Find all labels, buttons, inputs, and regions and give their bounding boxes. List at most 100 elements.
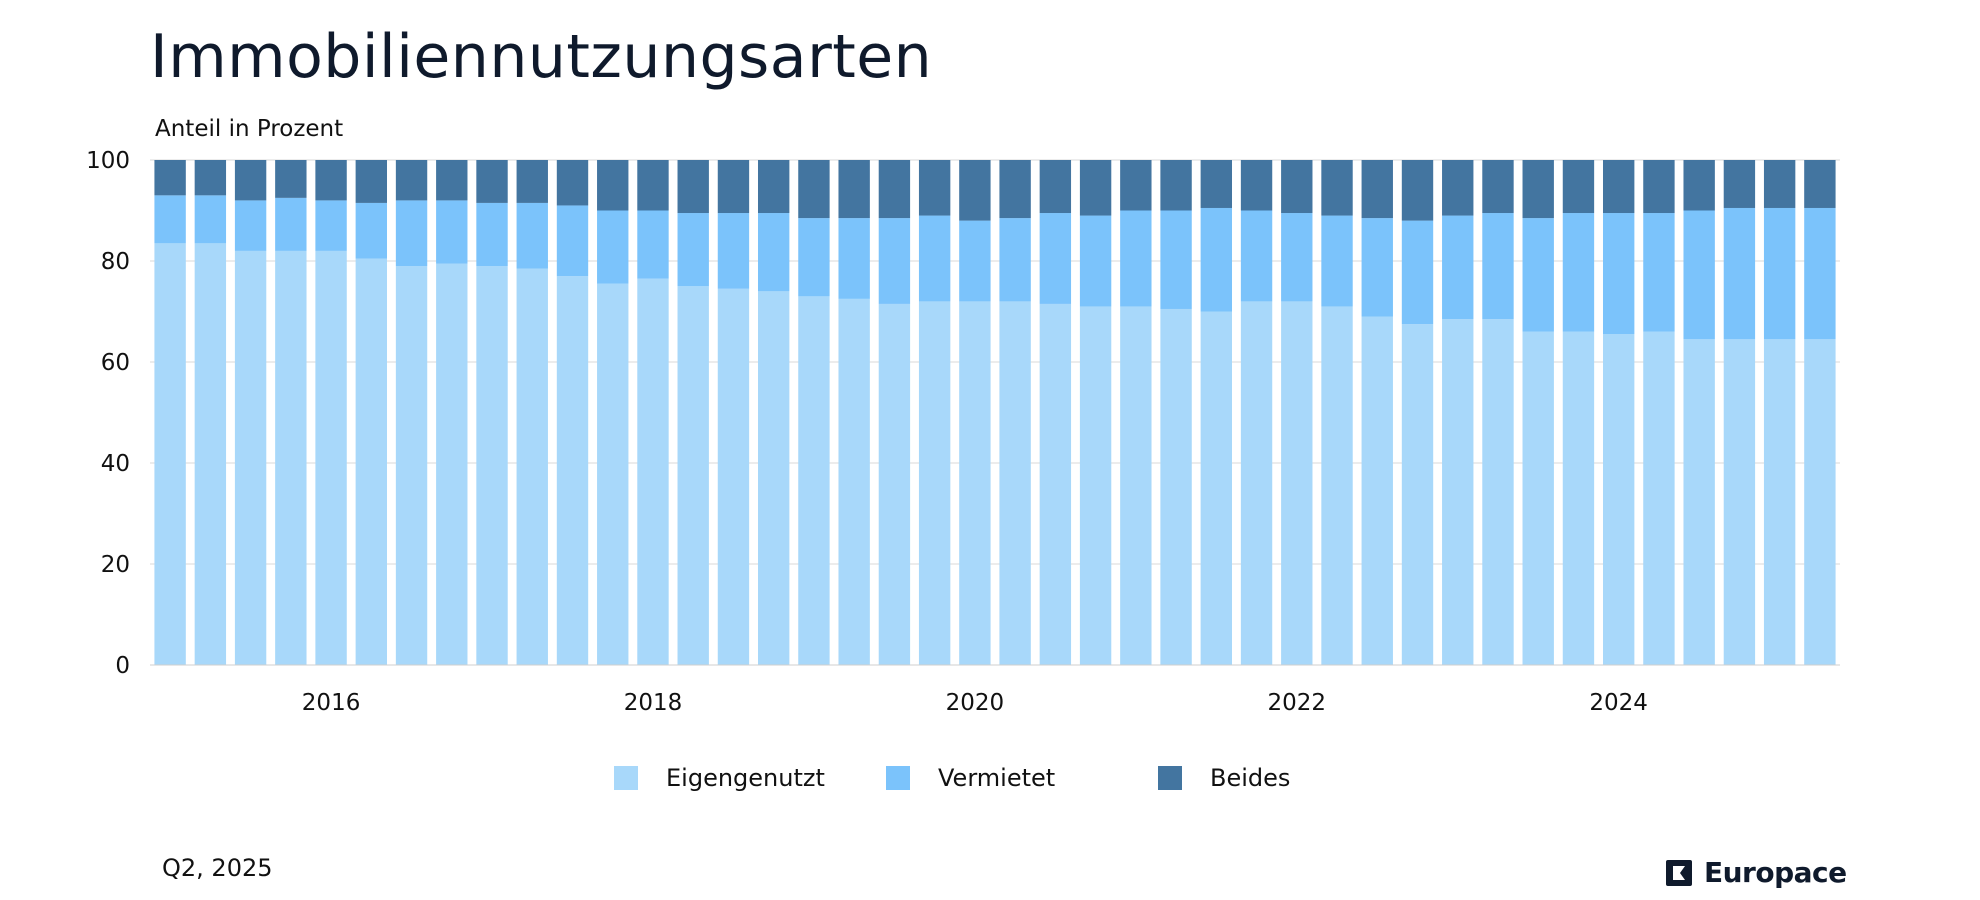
bar-vermietet (757, 213, 790, 292)
bar-vermietet (959, 220, 991, 302)
bar-eigengenutzt (597, 283, 629, 665)
bar-eigengenutzt (1321, 306, 1353, 665)
x-tick-label: 2018 (624, 690, 683, 716)
bar-eigengenutzt (959, 301, 991, 665)
europace-logo-icon (1666, 859, 1692, 886)
bar-vermietet (1522, 218, 1554, 332)
y-tick-label: 40 (101, 451, 130, 477)
bar-eigengenutzt (556, 276, 589, 665)
y-axis: 0 20 40 60 80 100 (86, 148, 130, 679)
legend: Eigengenutzt Vermietet Beides (0, 764, 1980, 794)
bar-beides (1401, 160, 1434, 221)
bar-vermietet (315, 200, 347, 251)
bar-vermietet (637, 210, 669, 279)
bar-vermietet (1321, 215, 1353, 307)
bar-beides (275, 160, 307, 198)
bar-beides (436, 160, 468, 201)
bar-vermietet (234, 200, 267, 251)
bar-vermietet (395, 200, 428, 267)
bar-beides (1039, 160, 1072, 214)
bar-eigengenutzt (1804, 339, 1836, 665)
bar-eigengenutzt (878, 303, 911, 665)
chart-title: Immobiliennutzungsarten (150, 22, 933, 92)
legend-item-eigengenutzt: Eigengenutzt (614, 764, 825, 792)
y-tick-label: 60 (101, 350, 130, 376)
bar-vermietet (1562, 213, 1595, 332)
bar-vermietet (1361, 218, 1393, 317)
y-tick-label: 0 (115, 653, 130, 679)
period-note: Q2, 2025 (162, 854, 273, 882)
bar-eigengenutzt (1079, 306, 1112, 665)
bar-beides (878, 160, 911, 219)
bar-vermietet (1240, 210, 1273, 302)
bar-vermietet (798, 218, 830, 297)
bar-beides (1361, 160, 1393, 219)
bar-eigengenutzt (476, 266, 508, 665)
bar-vermietet (355, 202, 388, 259)
bar-vermietet (436, 200, 468, 264)
bar-beides (637, 160, 669, 211)
bar-vermietet (1160, 210, 1192, 309)
x-tick-label: 2016 (302, 690, 361, 716)
bar-beides (1240, 160, 1273, 211)
bar-eigengenutzt (1401, 324, 1434, 665)
bar-beides (234, 160, 267, 201)
bar-eigengenutzt (1602, 334, 1635, 665)
bar-eigengenutzt (315, 250, 347, 665)
bar-vermietet (1602, 213, 1635, 335)
bar-beides (959, 160, 991, 221)
bar-beides (516, 160, 548, 203)
bar-vermietet (717, 213, 750, 289)
bars (154, 160, 1836, 665)
bar-eigengenutzt (436, 263, 468, 665)
bar-vermietet (1200, 207, 1233, 312)
bar-eigengenutzt (677, 286, 709, 665)
bar-vermietet (1039, 213, 1072, 304)
bar-beides (1120, 160, 1152, 211)
bar-eigengenutzt (838, 298, 870, 665)
bar-beides (1763, 160, 1796, 208)
bar-eigengenutzt (717, 288, 750, 665)
x-tick-label: 2020 (946, 690, 1005, 716)
bar-beides (1723, 160, 1756, 208)
bar-vermietet (1804, 207, 1836, 340)
bar-beides (677, 160, 709, 214)
bar-beides (476, 160, 508, 203)
bar-vermietet (1683, 210, 1715, 340)
bar-vermietet (476, 202, 508, 267)
bar-beides (395, 160, 428, 201)
bar-beides (1562, 160, 1595, 214)
bar-vermietet (1442, 215, 1474, 320)
chart-subtitle: Anteil in Prozent (155, 116, 344, 142)
bar-vermietet (1079, 215, 1112, 307)
bar-eigengenutzt (757, 291, 790, 665)
bar-beides (154, 160, 186, 196)
legend-swatch-eigengenutzt (614, 766, 638, 790)
bar-eigengenutzt (1240, 301, 1273, 665)
bar-vermietet (556, 205, 589, 277)
bar-beides (1482, 160, 1514, 214)
bar-eigengenutzt (355, 258, 388, 665)
x-axis: 2016 2018 2020 2022 2024 (150, 664, 1840, 716)
bar-beides (315, 160, 347, 201)
bar-eigengenutzt (637, 278, 669, 665)
bar-eigengenutzt (1200, 311, 1233, 665)
bar-vermietet (677, 213, 709, 287)
bar-beides (798, 160, 830, 219)
bar-eigengenutzt (194, 243, 227, 665)
stacked-bar-chart: 0 20 40 60 80 100 2016 2018 2020 2022 2024 (86, 148, 1840, 716)
bar-beides (1522, 160, 1554, 219)
bar-eigengenutzt (234, 250, 267, 665)
bar-eigengenutzt (1683, 339, 1715, 665)
bar-beides (597, 160, 629, 211)
bar-beides (1804, 160, 1836, 208)
bar-beides (556, 160, 589, 206)
bar-vermietet (194, 195, 227, 244)
bar-beides (999, 160, 1031, 219)
bar-beides (1200, 160, 1233, 208)
bar-beides (1160, 160, 1192, 211)
bar-eigengenutzt (1522, 331, 1554, 665)
bar-eigengenutzt (395, 266, 428, 665)
bar-vermietet (918, 215, 951, 302)
x-tick-label: 2024 (1589, 690, 1648, 716)
